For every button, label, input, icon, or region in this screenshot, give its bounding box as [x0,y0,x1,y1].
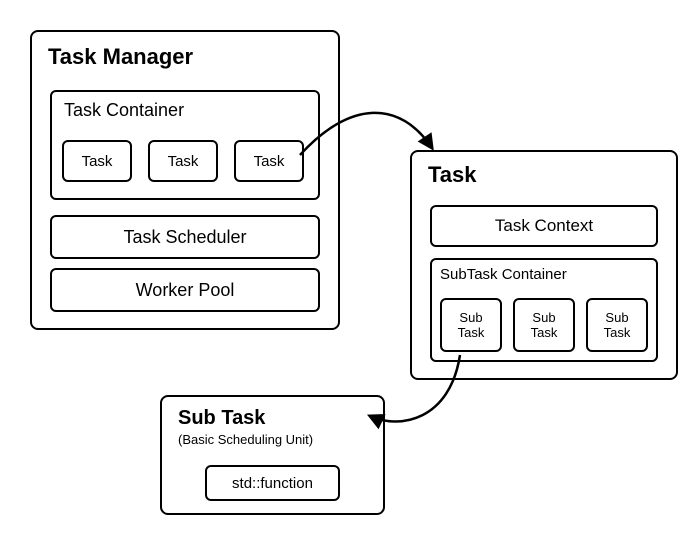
subtask-item-1-label: Sub Task [458,310,485,340]
task-item-1-label: Task [82,153,113,170]
subtask-item-1: Sub Task [440,298,502,352]
subtask-container-title: SubTask Container [440,266,567,284]
task-item-3-label: Task [254,153,285,170]
task-item-2-label: Task [168,153,199,170]
std-function-label: std::function [232,475,313,492]
task-title: Task [428,162,477,188]
task-item-3: Task [234,140,304,182]
sub-task-title: Sub Task [178,406,265,430]
subtask-item-2-label: Sub Task [531,310,558,340]
task-container-title: Task Container [64,100,184,122]
task-item-2: Task [148,140,218,182]
std-function-box: std::function [205,465,340,501]
task-scheduler-label: Task Scheduler [123,227,246,248]
task-scheduler-box: Task Scheduler [50,215,320,259]
subtask-item-3: Sub Task [586,298,648,352]
subtask-item-3-label: Sub Task [604,310,631,340]
task-item-1: Task [62,140,132,182]
sub-task-subtitle: (Basic Scheduling Unit) [178,432,313,448]
worker-pool-box: Worker Pool [50,268,320,312]
worker-pool-label: Worker Pool [136,280,235,301]
task-manager-title: Task Manager [48,44,193,70]
task-context-label: Task Context [495,216,593,236]
task-context-box: Task Context [430,205,658,247]
subtask-item-2: Sub Task [513,298,575,352]
